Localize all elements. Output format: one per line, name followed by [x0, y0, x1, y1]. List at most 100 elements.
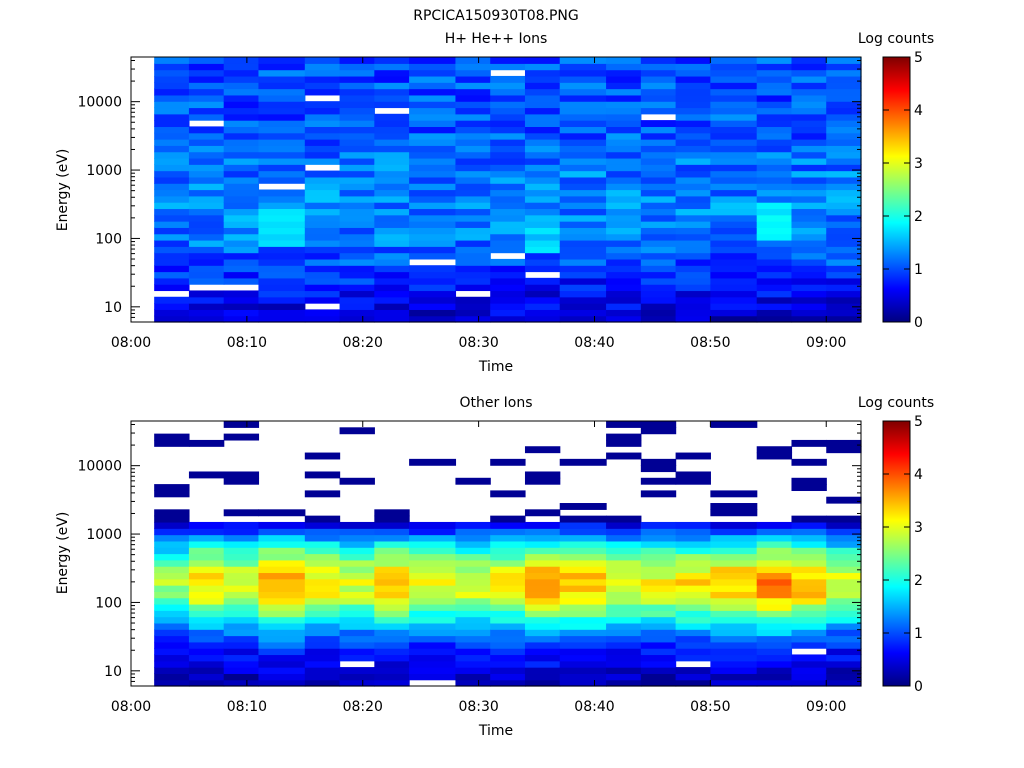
- heatmap-cell: [524, 164, 561, 172]
- heatmap-cell: [826, 578, 862, 586]
- heatmap-cell: [791, 635, 827, 643]
- heatmap-cell: [675, 214, 711, 222]
- heatmap-cell: [640, 164, 677, 172]
- heatmap-cell: [826, 521, 862, 529]
- heatmap-cell: [258, 277, 306, 285]
- heatmap-cell: [791, 183, 827, 191]
- y-tick-label: 100: [95, 595, 122, 611]
- heatmap-cell: [490, 315, 526, 323]
- heatmap-cell: [374, 534, 410, 542]
- heatmap-cell: [559, 189, 607, 197]
- heatmap-cell: [409, 75, 457, 83]
- heatmap-cell: [490, 265, 526, 273]
- heatmap-cell: [258, 271, 306, 279]
- heatmap-cell: [826, 120, 862, 128]
- heatmap-cell: [490, 572, 526, 580]
- heatmap-cell: [524, 673, 561, 681]
- heatmap-cell: [223, 585, 260, 592]
- heatmap-cell: [640, 221, 677, 228]
- heatmap-cell: [154, 57, 190, 64]
- heatmap-cell: [524, 296, 561, 304]
- heatmap-cell: [524, 88, 561, 96]
- heatmap-cell: [304, 57, 341, 64]
- heatmap-cell: [559, 113, 607, 121]
- heatmap-cell: [606, 88, 642, 96]
- heatmap-cell: [188, 673, 225, 681]
- heatmap-cell: [826, 629, 862, 637]
- heatmap-cell: [374, 101, 410, 109]
- heatmap-cell: [374, 126, 410, 134]
- heatmap-cell: [154, 139, 190, 146]
- heatmap-cell: [524, 635, 561, 643]
- heatmap-cell: [188, 183, 225, 191]
- heatmap-cell: [559, 629, 607, 637]
- heatmap-cell: [154, 515, 190, 523]
- heatmap-cell: [339, 679, 375, 687]
- heatmap-cell: [826, 227, 862, 235]
- heatmap-cell: [640, 214, 677, 222]
- heatmap-cell: [756, 521, 793, 529]
- heatmap-cell: [258, 591, 306, 599]
- heatmap-cell: [675, 265, 711, 273]
- heatmap-cell: [304, 610, 341, 618]
- heatmap-cell: [223, 176, 260, 184]
- x-tick-label: 09:00: [806, 699, 846, 715]
- heatmap-cell: [826, 315, 862, 323]
- heatmap-cell: [524, 315, 561, 323]
- heatmap-cell: [606, 176, 642, 184]
- heatmap-cell: [524, 113, 561, 121]
- heatmap-cell: [791, 214, 827, 222]
- heatmap-cell: [640, 566, 677, 574]
- heatmap-cell: [339, 221, 375, 228]
- colorbar-tick-label: 2: [914, 209, 923, 225]
- heatmap-cell: [826, 101, 862, 109]
- heatmap-cell: [524, 208, 561, 216]
- heatmap-cell: [409, 69, 457, 77]
- heatmap-cell: [304, 679, 341, 687]
- heatmap-cell: [223, 233, 260, 241]
- heatmap-cell: [756, 597, 793, 605]
- heatmap-cell: [791, 477, 827, 485]
- heatmap-cell: [606, 660, 642, 668]
- heatmap-cell: [223, 202, 260, 210]
- heatmap-cell: [409, 208, 457, 216]
- heatmap-cell: [258, 170, 306, 178]
- heatmap-cell: [710, 170, 758, 178]
- panel-bottom-title: Other Ions: [459, 395, 532, 411]
- heatmap-cell: [258, 63, 306, 71]
- heatmap-cell: [826, 591, 862, 599]
- heatmap-cell: [791, 521, 827, 529]
- heatmap-cell: [675, 296, 711, 304]
- x-tick-label: 08:20: [343, 699, 383, 715]
- heatmap-cell: [409, 303, 457, 310]
- heatmap-cell: [675, 151, 711, 159]
- heatmap-cell: [455, 126, 491, 134]
- heatmap-cell: [258, 528, 306, 536]
- heatmap-cell: [339, 603, 375, 611]
- heatmap-cell: [756, 578, 793, 586]
- heatmap-cell: [374, 113, 410, 121]
- heatmap-cell: [640, 421, 677, 428]
- heatmap-cell: [223, 540, 260, 548]
- heatmap-cell: [455, 120, 491, 128]
- heatmap-cell: [524, 591, 561, 599]
- heatmap-cell: [339, 591, 375, 599]
- heatmap-cell: [710, 94, 758, 102]
- panel-bottom-colorbar-ticks: 0 1 2 3 4 5: [883, 414, 923, 695]
- heatmap-cell: [304, 515, 341, 523]
- heatmap-cell: [409, 233, 457, 241]
- heatmap-cell: [258, 622, 306, 630]
- heatmap-cell: [223, 616, 260, 624]
- heatmap-cell: [409, 603, 457, 611]
- heatmap-cell: [455, 75, 491, 83]
- heatmap-cell: [826, 572, 862, 580]
- heatmap-cell: [524, 233, 561, 241]
- heatmap-cell: [710, 667, 758, 674]
- heatmap-cell: [304, 616, 341, 624]
- heatmap-cell: [409, 641, 457, 649]
- heatmap-cell: [455, 63, 491, 71]
- heatmap-cell: [524, 553, 561, 561]
- heatmap-cell: [826, 57, 862, 64]
- heatmap-cell: [524, 616, 561, 624]
